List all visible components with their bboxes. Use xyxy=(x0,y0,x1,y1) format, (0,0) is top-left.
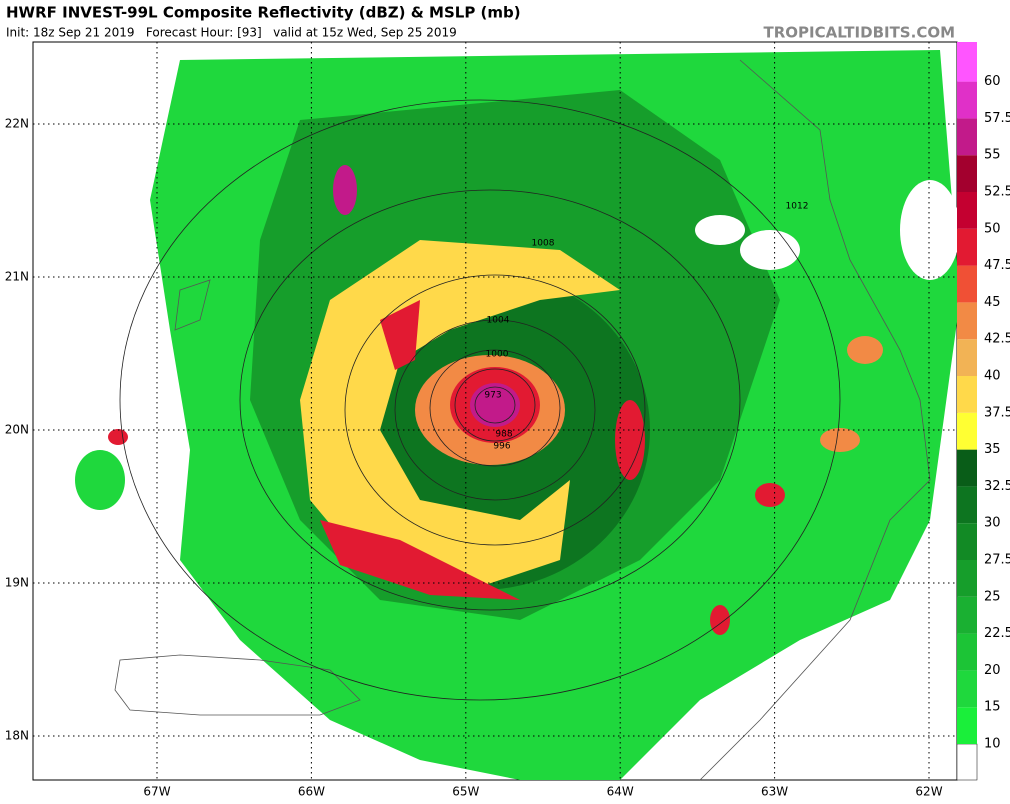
colorbar-label: 42.5 xyxy=(984,332,1010,347)
colorbar-segment xyxy=(957,523,977,560)
colorbar-segment xyxy=(957,412,977,450)
graticule: 22N 21N 20N 19N 18N 67W 66W 65W 64W 63W 62W xyxy=(5,42,957,799)
subtitle: Init: 18z Sep 21 2019 Forecast Hour: [93… xyxy=(6,26,457,40)
colorbar-segment xyxy=(957,376,977,413)
colorbar-label: 60 xyxy=(984,74,1001,89)
colorbar-label: 37.5 xyxy=(984,405,1010,420)
lat-label: 22N xyxy=(5,117,29,131)
colorbar-segment xyxy=(957,560,977,597)
colorbar-label: 10 xyxy=(984,737,1001,752)
colorbar-label: 35 xyxy=(984,442,1001,457)
colorbar-label: 40 xyxy=(984,369,1001,384)
colorbar: 10 15 20 22.5 25 27.5 30 32.5 35 37.5 40 42.5 45 47.5… xyxy=(956,42,1010,781)
colorbar-label: 27.5 xyxy=(984,553,1010,568)
colorbar-segment xyxy=(957,118,977,156)
lon-label: 62W xyxy=(915,785,942,799)
colorbar-label: 15 xyxy=(984,700,1001,715)
lon-label: 66W xyxy=(298,785,325,799)
colorbar-label: 47.5 xyxy=(984,258,1010,273)
isobar-label: 996 xyxy=(493,442,510,452)
colorbar-segment xyxy=(957,449,977,487)
title: HWRF INVEST-99L Composite Reflectivity (… xyxy=(6,4,521,22)
colorbar-label: 52.5 xyxy=(984,185,1010,200)
isobars xyxy=(119,99,841,701)
colorbar-segment xyxy=(957,155,977,192)
isobar-label: 1000 xyxy=(486,350,509,360)
colorbar-segment xyxy=(957,192,977,229)
colorbar-label: 22.5 xyxy=(984,626,1010,641)
isobar-label: 1004 xyxy=(487,316,510,326)
isobar-label: 973 xyxy=(484,391,501,401)
isobar-label: 1012 xyxy=(786,202,809,212)
isobar-label: 1008 xyxy=(532,239,555,249)
colorbar-label: 57.5 xyxy=(984,111,1010,126)
colorbar-label: 25 xyxy=(984,589,1001,604)
colorbar-segment xyxy=(957,265,977,303)
colorbar-segment xyxy=(957,633,977,671)
lon-label: 63W xyxy=(761,785,788,799)
colorbar-label: 30 xyxy=(984,516,1001,531)
lon-label: 67W xyxy=(143,785,170,799)
colorbar-label: 20 xyxy=(984,663,1001,678)
map-area: 973 988 996 1000 1004 1008 1012 22N 21N 20… xyxy=(5,41,958,799)
colorbar-label: 55 xyxy=(984,148,1001,163)
colorbar-label: 32.5 xyxy=(984,479,1010,494)
lat-label: 21N xyxy=(5,270,29,284)
isobar-label: 988 xyxy=(495,430,512,440)
lat-label: 19N xyxy=(5,576,29,590)
colorbar-segment xyxy=(957,339,977,376)
watermark: TROPICALTIDBITS.COM xyxy=(764,24,956,42)
colorbar-segment xyxy=(957,81,977,119)
colorbar-label: 45 xyxy=(984,295,1001,310)
colorbar-segment xyxy=(957,670,977,708)
lon-label: 64W xyxy=(607,785,634,799)
colorbar-segment xyxy=(957,486,977,524)
lat-label: 20N xyxy=(5,423,29,437)
colorbar-below xyxy=(956,743,978,781)
colorbar-label: 50 xyxy=(984,221,1001,236)
reflectivity-field xyxy=(75,50,957,780)
lat-label: 18N xyxy=(5,729,29,743)
coastlines xyxy=(114,59,931,781)
colorbar-segment xyxy=(957,42,977,82)
colorbar-segment xyxy=(957,707,977,744)
lon-label: 65W xyxy=(452,785,479,799)
colorbar-segment xyxy=(957,596,977,634)
colorbar-segment xyxy=(957,228,977,266)
colorbar-segment xyxy=(957,302,977,340)
